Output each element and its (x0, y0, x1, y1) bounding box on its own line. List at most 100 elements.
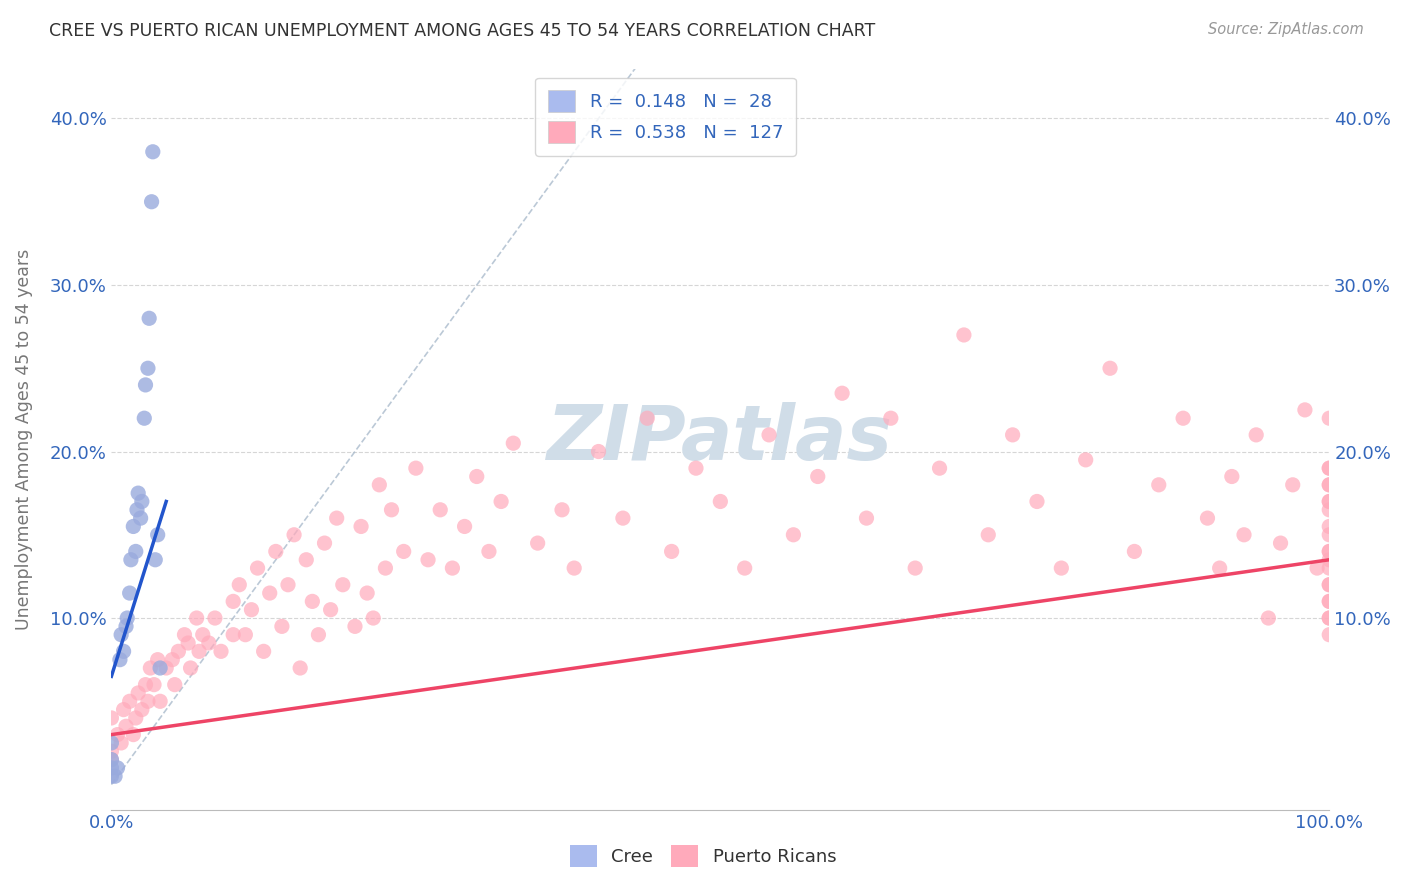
Point (1317, 594, 1340, 608)
Point (110, 628, 132, 642)
Point (953, 328, 976, 343)
Point (134, 411, 156, 425)
Point (136, 361, 159, 376)
Point (127, 486, 149, 500)
Point (264, 544, 287, 558)
Point (368, 478, 391, 492)
Point (343, 619, 366, 633)
Point (198, 636, 221, 650)
Point (1317, 478, 1340, 492)
Point (142, 145, 165, 159)
Point (405, 461, 427, 475)
Text: Source: ZipAtlas.com: Source: ZipAtlas.com (1208, 22, 1364, 37)
Point (143, 553, 166, 567)
Point (1317, 611, 1340, 625)
Point (782, 528, 804, 542)
Point (163, 678, 186, 692)
Point (138, 311, 160, 326)
Point (155, 661, 177, 675)
Point (222, 628, 245, 642)
Point (277, 578, 299, 592)
Point (1317, 411, 1340, 425)
Point (186, 611, 208, 625)
Point (562, 561, 585, 575)
Point (1317, 628, 1340, 642)
Point (146, 528, 169, 542)
Point (1123, 544, 1146, 558)
Legend: Cree, Puerto Ricans: Cree, Puerto Ricans (562, 838, 844, 874)
Point (204, 611, 226, 625)
Point (118, 586, 141, 600)
Point (350, 519, 373, 533)
Point (758, 428, 780, 442)
Point (173, 628, 195, 642)
Point (100, 711, 122, 725)
Point (807, 469, 830, 483)
Point (1257, 611, 1279, 625)
Point (489, 494, 512, 508)
Point (259, 586, 281, 600)
Point (139, 661, 162, 675)
Y-axis label: Unemployment Among Ages 45 to 54 years: Unemployment Among Ages 45 to 54 years (15, 248, 32, 630)
Point (1001, 428, 1024, 442)
Point (228, 578, 250, 592)
Point (108, 653, 131, 667)
Point (209, 644, 232, 658)
Point (465, 469, 488, 483)
Point (1074, 453, 1097, 467)
Point (1317, 478, 1340, 492)
Point (928, 461, 950, 475)
Point (115, 719, 138, 733)
Point (107, 761, 129, 775)
Point (146, 653, 169, 667)
Point (429, 503, 451, 517)
Point (1317, 494, 1340, 508)
Point (112, 703, 135, 717)
Text: ZIPatlas: ZIPatlas (547, 402, 893, 476)
Legend: R =  0.148   N =  28, R =  0.538   N =  127: R = 0.148 N = 28, R = 0.538 N = 127 (536, 78, 796, 156)
Point (177, 636, 200, 650)
Point (1270, 536, 1292, 550)
Point (374, 561, 396, 575)
Point (1317, 494, 1340, 508)
Point (441, 561, 464, 575)
Point (1317, 461, 1340, 475)
Point (125, 711, 148, 725)
Point (325, 511, 347, 525)
Point (1317, 561, 1340, 575)
Point (831, 386, 853, 401)
Point (1317, 578, 1340, 592)
Point (295, 553, 318, 567)
Point (1099, 361, 1122, 376)
Point (356, 586, 378, 600)
Point (526, 536, 548, 550)
Point (1233, 528, 1256, 542)
Point (115, 611, 138, 625)
Point (301, 594, 323, 608)
Point (416, 553, 439, 567)
Point (122, 519, 145, 533)
Point (162, 653, 184, 667)
Point (107, 728, 129, 742)
Point (136, 694, 159, 708)
Point (636, 411, 658, 425)
Point (188, 644, 211, 658)
Point (453, 519, 475, 533)
Point (1197, 511, 1219, 525)
Point (104, 769, 127, 783)
Point (143, 678, 166, 692)
Point (271, 619, 294, 633)
Point (141, 194, 163, 209)
Point (246, 561, 269, 575)
Point (880, 411, 903, 425)
Point (734, 561, 756, 575)
Point (478, 544, 501, 558)
Point (977, 528, 1000, 542)
Point (361, 611, 384, 625)
Point (1317, 528, 1340, 542)
Point (191, 628, 214, 642)
Point (134, 678, 156, 692)
Point (122, 728, 145, 742)
Point (149, 694, 172, 708)
Point (904, 561, 927, 575)
